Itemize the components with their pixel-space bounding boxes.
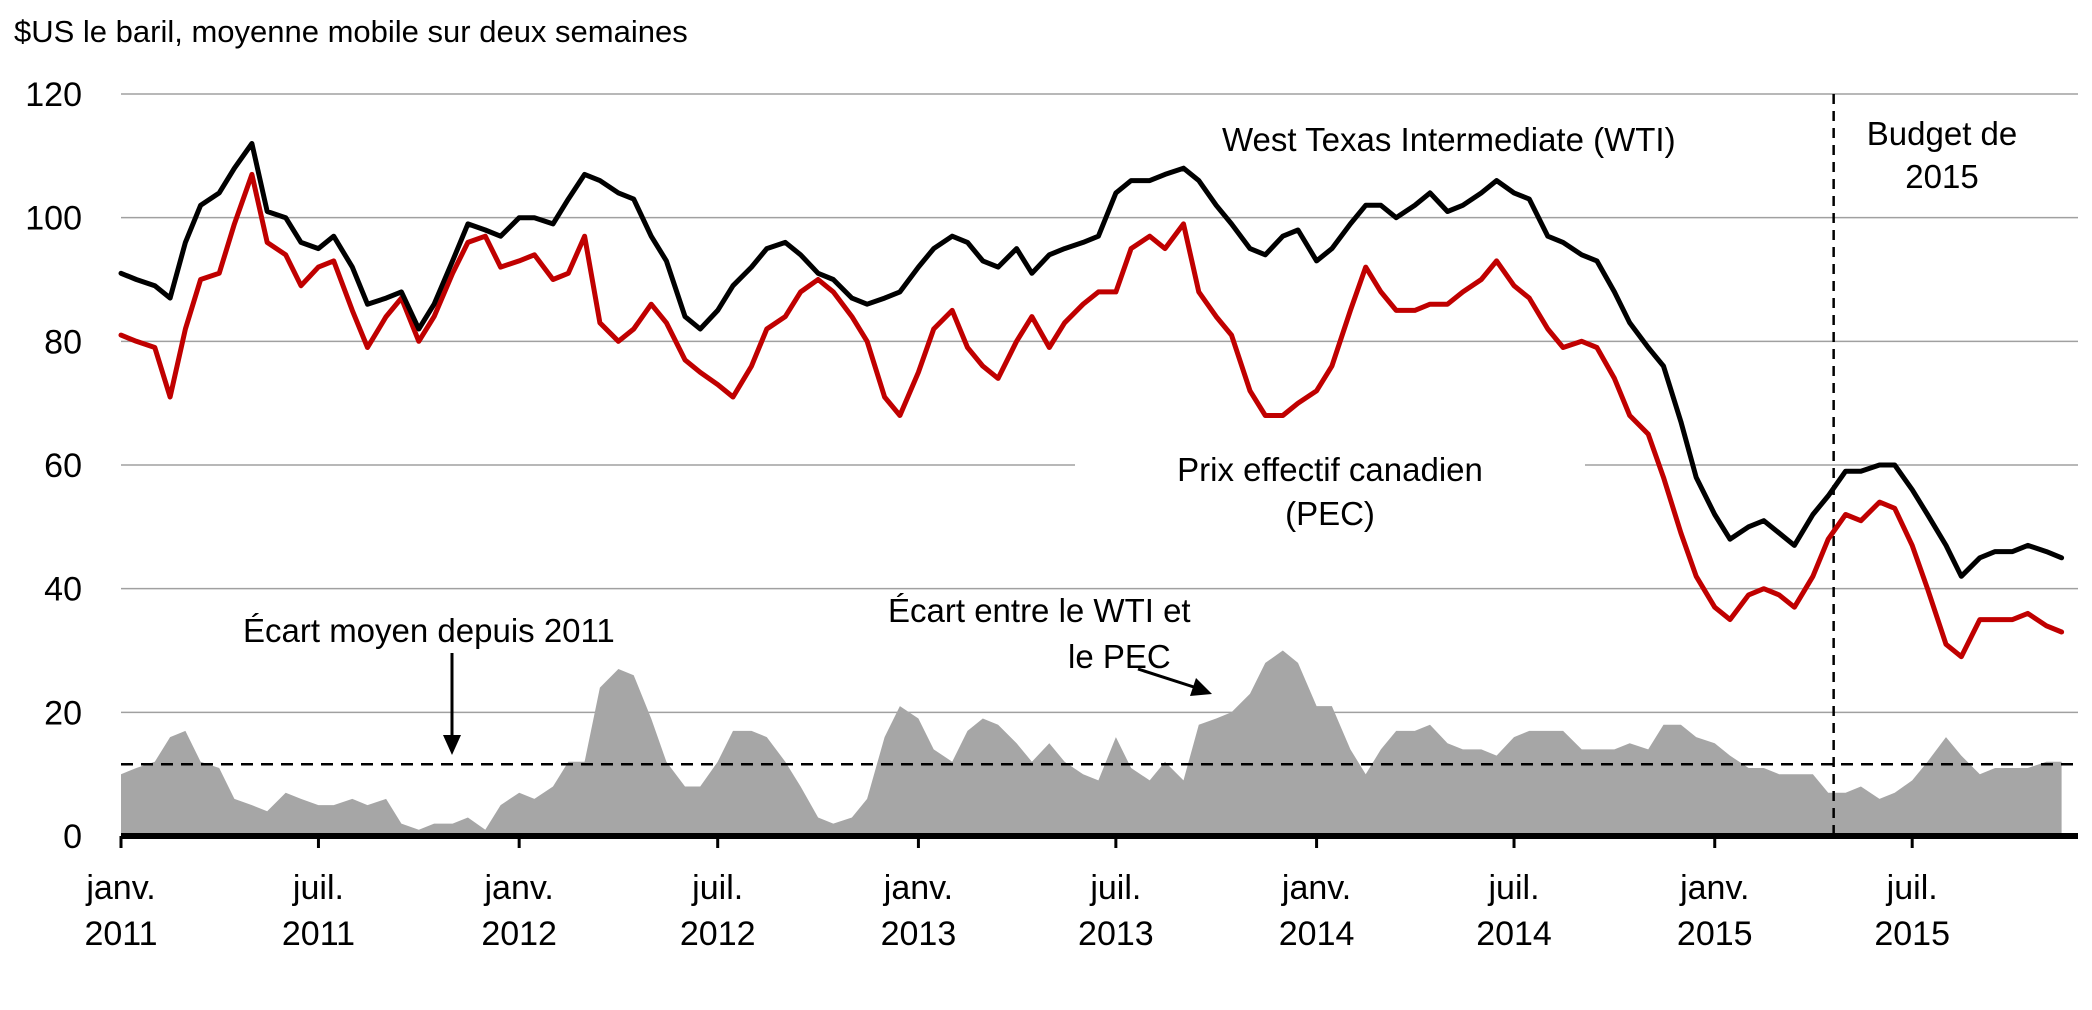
x-tick-label-3-line1: juil. xyxy=(691,869,743,907)
x-tick-label-6-line1: janv. xyxy=(1281,869,1351,907)
budget-label-line2: 2015 xyxy=(1905,158,1978,195)
pec-label-line1: Prix effectif canadien xyxy=(1177,451,1483,488)
reference-line-layer xyxy=(121,94,2078,836)
wti-label: West Texas Intermediate (WTI) xyxy=(1222,121,1676,158)
spread-label-line2: le PEC xyxy=(1068,638,1171,675)
unit-label: $US le baril, moyenne mobile sur deux se… xyxy=(14,14,688,49)
x-tick-label-2-line2: 2012 xyxy=(481,915,557,953)
x-tick-label-4-line1: janv. xyxy=(883,869,953,907)
x-tick-label-7-line1: juil. xyxy=(1488,869,1540,907)
x-tick-label-4-line2: 2013 xyxy=(881,915,957,953)
x-tick-label-5-line1: juil. xyxy=(1089,869,1141,907)
pec-line xyxy=(118,171,2065,660)
x-tick-label-9-line2: 2015 xyxy=(1874,915,1950,953)
y-tick-label-100: 100 xyxy=(25,200,82,238)
pec-label-bg xyxy=(1075,442,1585,540)
y-tick-label-20: 20 xyxy=(44,694,82,732)
avg-spread-label: Écart moyen depuis 2011 xyxy=(243,612,615,649)
x-tick-label-7-line2: 2014 xyxy=(1476,915,1552,953)
x-tick-label-5-line2: 2013 xyxy=(1078,915,1154,953)
x-tick-label-8-line2: 2015 xyxy=(1677,915,1753,953)
wti-line xyxy=(118,141,2065,579)
x-tick-label-1-line2: 2011 xyxy=(282,915,355,953)
spread-arrow xyxy=(1137,667,1212,696)
avg-spread-arrow xyxy=(443,653,461,755)
y-tick-label-80: 80 xyxy=(44,323,82,361)
spread-area xyxy=(121,650,2062,836)
y-tick-label-0: 0 xyxy=(63,818,82,856)
series-line-layer xyxy=(118,141,2065,660)
y-tick-label-40: 40 xyxy=(44,571,82,609)
y-tick-label-120: 120 xyxy=(25,76,82,114)
x-tick-label-1-line1: juil. xyxy=(292,869,344,907)
x-tick-label-2-line1: janv. xyxy=(484,869,554,907)
y-tick-label-60: 60 xyxy=(44,447,82,485)
budget-label-line1: Budget de xyxy=(1867,115,2017,152)
pec-label-line2: (PEC) xyxy=(1285,495,1375,532)
x-tick-label-3-line2: 2012 xyxy=(680,915,756,953)
x-tick-label-0-line1: janv. xyxy=(85,869,155,907)
budget-label-bg xyxy=(1858,112,2018,202)
wti-label-bg xyxy=(1210,114,1750,162)
x-tick-label-8-line1: janv. xyxy=(1679,869,1749,907)
axis-layer: 0 20 40 60 80 100 120 janv. 2011 juil. 2011 janv. 20… xyxy=(25,76,2078,953)
x-tick-label-9-line1: juil. xyxy=(1886,869,1938,907)
spread-area-layer xyxy=(121,650,2062,836)
spread-label-line1: Écart entre le WTI et xyxy=(888,592,1191,629)
x-tick-label-0-line2: 2011 xyxy=(84,915,157,953)
x-tick-label-6-line2: 2014 xyxy=(1279,915,1355,953)
